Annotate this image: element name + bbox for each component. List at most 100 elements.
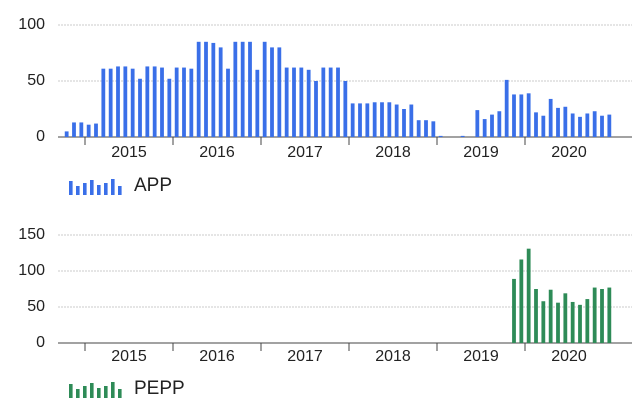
bar [211, 42, 216, 137]
bar [563, 106, 568, 137]
bar [152, 66, 157, 137]
bar [101, 68, 106, 137]
bar [277, 47, 282, 137]
y-tick-label: 50 [27, 298, 45, 315]
bar [585, 299, 590, 343]
bar [72, 122, 76, 137]
bar [504, 79, 509, 137]
bar [79, 122, 84, 137]
y-tick-label: 0 [36, 334, 45, 351]
bar [394, 104, 399, 137]
bar [123, 66, 128, 137]
x-tick-label: 2016 [199, 348, 235, 365]
bar [431, 121, 436, 137]
bar [578, 304, 582, 343]
legend-swatch [97, 185, 101, 195]
legend-swatch [69, 181, 73, 195]
bar [306, 69, 311, 137]
bar [490, 114, 494, 137]
bar [299, 67, 304, 137]
bar [592, 111, 597, 137]
legend-swatch [83, 386, 87, 398]
bar [130, 68, 135, 137]
bar [182, 67, 186, 137]
bar [519, 94, 524, 137]
bar [358, 103, 362, 137]
bar [541, 301, 546, 343]
bar [460, 135, 465, 137]
legend-swatch [111, 179, 115, 195]
y-tick-label: 0 [36, 128, 45, 145]
legend-swatch [111, 382, 115, 398]
bar [248, 41, 252, 137]
legend: PEPP [69, 378, 185, 399]
bar [556, 107, 560, 137]
bar [519, 259, 524, 343]
bar [592, 287, 597, 343]
bar [204, 41, 208, 137]
bar [600, 289, 604, 343]
bar [585, 113, 590, 137]
bar [255, 69, 260, 137]
legend-swatch [83, 183, 87, 195]
bar [108, 68, 113, 137]
bar [548, 289, 553, 343]
bar [94, 123, 98, 137]
legend-swatch [69, 384, 73, 398]
y-tick-label: 100 [18, 16, 45, 33]
bar [570, 301, 575, 343]
bar [328, 67, 333, 137]
x-tick-label: 2018 [375, 144, 411, 161]
y-tick-label: 50 [27, 72, 45, 89]
bar [343, 81, 348, 137]
x-tick-label: 2019 [463, 348, 499, 365]
bar [350, 103, 355, 137]
bar [372, 102, 377, 137]
bar [262, 41, 267, 137]
x-tick-label: 2018 [375, 348, 411, 365]
bar [160, 67, 164, 137]
bar [270, 47, 274, 137]
bar [240, 41, 245, 137]
legend-label: APP [134, 175, 172, 196]
bar [314, 81, 318, 137]
bar [534, 112, 538, 137]
bar [570, 113, 575, 137]
x-tick-label: 2020 [551, 348, 587, 365]
bar [607, 114, 612, 137]
y-tick-label: 100 [18, 262, 45, 279]
bar [548, 98, 553, 137]
legend: APP [69, 175, 172, 196]
bar [424, 120, 428, 137]
bar [284, 67, 289, 137]
bar [512, 94, 516, 137]
bar [402, 109, 406, 137]
bar [365, 103, 370, 137]
legend-swatch [90, 383, 94, 398]
legend-swatch [104, 386, 108, 398]
legend-swatch [118, 186, 122, 195]
x-tick-label: 2020 [551, 144, 587, 161]
legend-swatch [118, 389, 122, 398]
x-tick-label: 2017 [287, 144, 323, 161]
bar [64, 131, 69, 137]
x-tick-label: 2015 [111, 348, 147, 365]
bar [534, 289, 538, 343]
bar [86, 124, 91, 137]
bar [475, 110, 480, 137]
y-tick-label: 150 [18, 226, 45, 243]
bar [167, 78, 172, 137]
bar [600, 115, 604, 137]
bar [607, 287, 612, 343]
bar [482, 119, 487, 137]
bar [563, 293, 568, 343]
bar [438, 135, 443, 137]
bar [292, 67, 296, 137]
bar [174, 67, 179, 137]
bar [189, 68, 194, 137]
x-tick-label: 2015 [111, 144, 147, 161]
x-tick-label: 2017 [287, 348, 323, 365]
bar [387, 102, 392, 137]
legend-label: PEPP [134, 378, 185, 399]
